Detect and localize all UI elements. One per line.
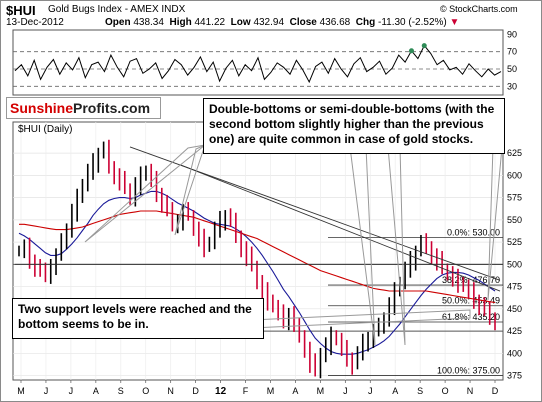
callout-pointer-bottom: [251, 309, 471, 329]
x-tick-label: M: [317, 386, 325, 396]
x-tick-label: A: [292, 386, 298, 396]
price-tick-label: 475: [507, 282, 522, 292]
rsi-line: [14, 44, 502, 84]
price-tick-label: 625: [507, 148, 522, 158]
chg-label: Chg: [355, 17, 376, 28]
rsi-tick-label: 50: [507, 64, 517, 74]
x-tick-label: M: [267, 386, 275, 396]
price-tick-label: 500: [507, 259, 522, 269]
ma200-line: [19, 210, 496, 304]
high-value: 441.22: [194, 17, 226, 28]
fib-label: 100.0%: 375.00: [437, 366, 500, 376]
price-tick-label: 400: [507, 348, 522, 358]
fib-label: 61.8%: 435.20: [442, 312, 500, 322]
trendline-top-2: [179, 164, 501, 292]
x-tick-label: F: [243, 386, 249, 396]
chg-value: -11.30 (-2.52%): [378, 17, 447, 28]
x-tick-label: J: [69, 386, 74, 396]
price-tick-label: 425: [507, 326, 522, 336]
symbol: $HUI: [6, 3, 36, 18]
price-tick-label: 450: [507, 304, 522, 314]
open-label: Open: [105, 17, 131, 28]
x-tick-label: J: [368, 386, 373, 396]
rsi-tick-label: 30: [507, 81, 517, 91]
callout-pointer-2: [174, 144, 206, 236]
callout-bottom: Two support levels were reached and the …: [12, 298, 264, 339]
callout-top: Double-bottoms or semi-double-bottoms (w…: [203, 98, 505, 154]
index-name: Gold Bugs Index - AMEX INDX: [48, 4, 186, 15]
x-tick-label: 12: [215, 386, 227, 397]
ma50-line: [18, 190, 496, 355]
open-value: 438.34: [133, 17, 164, 28]
price-tick-label: 375: [507, 371, 522, 381]
x-tick-label: D: [492, 386, 499, 396]
rsi-panel-border: [12, 29, 504, 96]
rsi-tick-label: 90: [507, 29, 517, 39]
high-label: High: [169, 17, 192, 28]
quote-date: 13-Dec-2012: [6, 17, 64, 28]
down-arrow-icon: ▼: [449, 17, 460, 28]
close-value: 436.68: [319, 17, 351, 28]
x-tick-label: J: [343, 386, 348, 396]
fib-label: 0.0%: 530.00: [447, 228, 500, 238]
rsi-overbought-marker: [408, 48, 414, 54]
price-tick-label: 525: [507, 237, 522, 247]
fib-label: 50.0%: 453.49: [442, 296, 500, 306]
x-tick-label: O: [442, 386, 449, 396]
rsi-overbought-marker: [421, 43, 427, 49]
x-tick-label: A: [392, 386, 398, 396]
low-label: Low: [230, 17, 251, 28]
brand-part1: Sunshine: [10, 100, 74, 116]
x-tick-label: N: [167, 386, 174, 396]
rsi-tick-label: 70: [507, 47, 517, 57]
price-tick-label: 600: [507, 170, 522, 180]
price-panel-border: [12, 121, 504, 381]
quote-bar: Open 438.34 High 441.22 Low 432.94 Close…: [105, 17, 459, 28]
low-value: 432.94: [253, 17, 285, 28]
x-tick-label: O: [142, 386, 149, 396]
brand-part2: Profits.com: [73, 100, 151, 116]
x-tick-label: S: [417, 386, 423, 396]
x-tick-label: A: [93, 386, 99, 396]
x-tick-label: S: [118, 386, 124, 396]
x-tick-label: M: [17, 386, 25, 396]
brand-logo: SunshineProfits.com: [6, 97, 161, 119]
x-tick-label: D: [192, 386, 199, 396]
fib-label: 38.2%: 476.70: [442, 275, 500, 285]
x-tick-label: J: [44, 386, 49, 396]
callout-pointer-1: [84, 144, 206, 243]
credit-text: © StockCharts.com: [440, 4, 518, 14]
price-tick-label: 575: [507, 193, 522, 203]
price-tick-label: 550: [507, 215, 522, 225]
x-tick-label: N: [467, 386, 474, 396]
price-panel-label: $HUI (Daily): [18, 124, 72, 135]
close-label: Close: [289, 17, 317, 28]
